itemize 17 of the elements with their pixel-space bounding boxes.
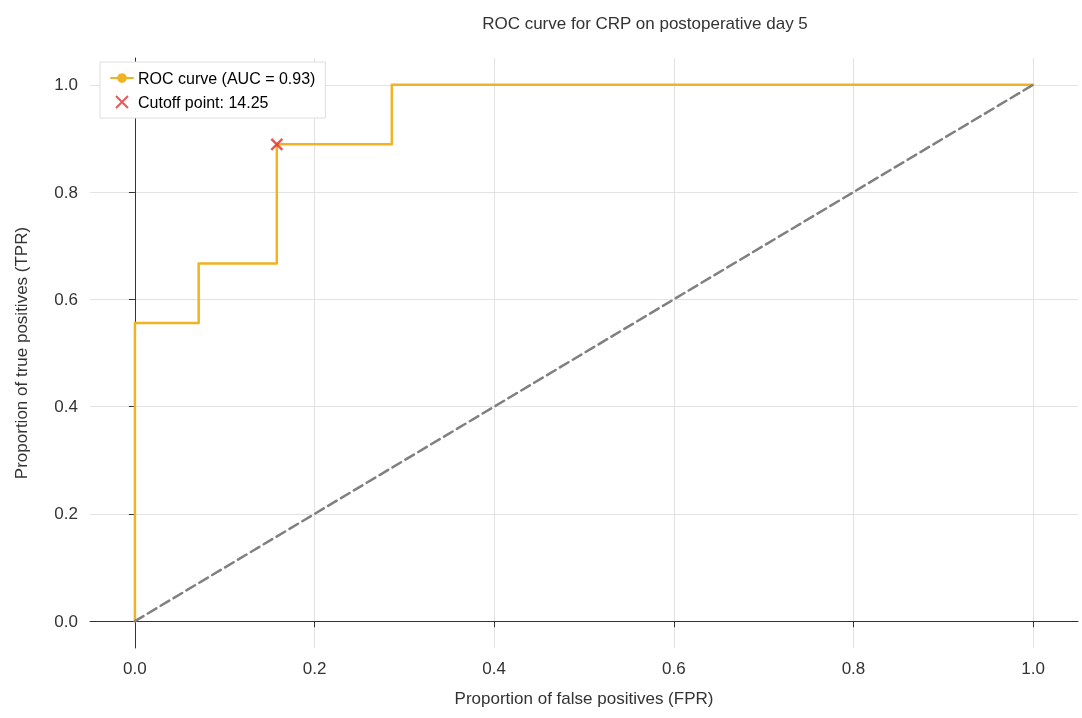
x-tick-label: 0.4	[482, 659, 506, 678]
legend-label: ROC curve (AUC = 0.93)	[138, 69, 316, 87]
x-tick-label: 0.2	[302, 659, 327, 678]
y-tick-label: 0.8	[54, 182, 78, 202]
legend-label: Cutoff point: 14.25	[138, 93, 269, 111]
y-axis-title: Proportion of true positives (TPR)	[12, 226, 31, 480]
x-tick-label: 1.0	[1021, 659, 1045, 678]
y-tick-label: 0.2	[54, 504, 78, 524]
y-tick-label: 0.4	[54, 397, 78, 417]
x-tick-label: 0.6	[662, 659, 686, 678]
x-tick-label: 0.0	[123, 659, 147, 678]
x-axis-title: Proportion of false positives (FPR)	[454, 689, 714, 708]
x-tick-label: 0.8	[841, 659, 866, 678]
y-tick-label: 0.6	[54, 289, 78, 309]
y-tick-label: 1.0	[54, 75, 78, 95]
y-tick-label: 0.0	[54, 611, 78, 631]
chart-title: ROC curve for CRP on postoperative day 5	[482, 14, 808, 33]
